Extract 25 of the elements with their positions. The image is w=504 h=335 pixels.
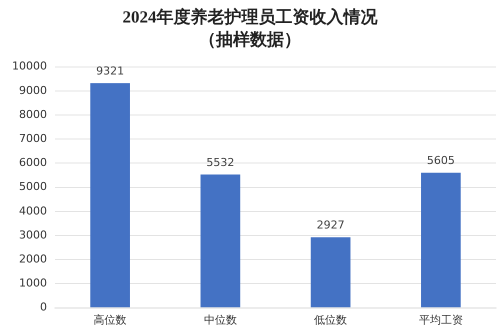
chart-title: 2024年度养老护理员工资收入情况 <box>122 8 378 27</box>
y-tick-label: 1000 <box>18 276 47 290</box>
x-tick-label: 平均工资 <box>418 313 463 326</box>
chart-subtitle: （抽样数据） <box>199 30 301 49</box>
y-tick-label: 0 <box>40 300 47 314</box>
y-tick-label: 4000 <box>18 204 47 218</box>
data-label: 9321 <box>96 64 124 78</box>
bar <box>200 174 240 308</box>
y-tick-label: 8000 <box>18 108 47 121</box>
y-tick-label: 7000 <box>18 132 47 145</box>
data-label: 2927 <box>316 218 345 232</box>
data-label: 5532 <box>206 156 234 169</box>
y-tick-label: 2000 <box>18 252 47 266</box>
y-tick-label: 9000 <box>18 84 47 97</box>
bar <box>421 172 461 308</box>
x-tick-label: 高位数 <box>94 313 127 326</box>
y-tick-label: 5000 <box>18 180 47 194</box>
y-tick-label: 6000 <box>18 156 47 170</box>
bar <box>90 83 130 308</box>
x-tick-label: 低位数 <box>314 313 348 326</box>
data-label: 5605 <box>426 154 455 168</box>
y-tick-label: 3000 <box>18 228 47 242</box>
bar <box>310 237 350 308</box>
x-tick-label: 中位数 <box>204 313 237 326</box>
y-tick-label: 10000 <box>12 60 47 73</box>
